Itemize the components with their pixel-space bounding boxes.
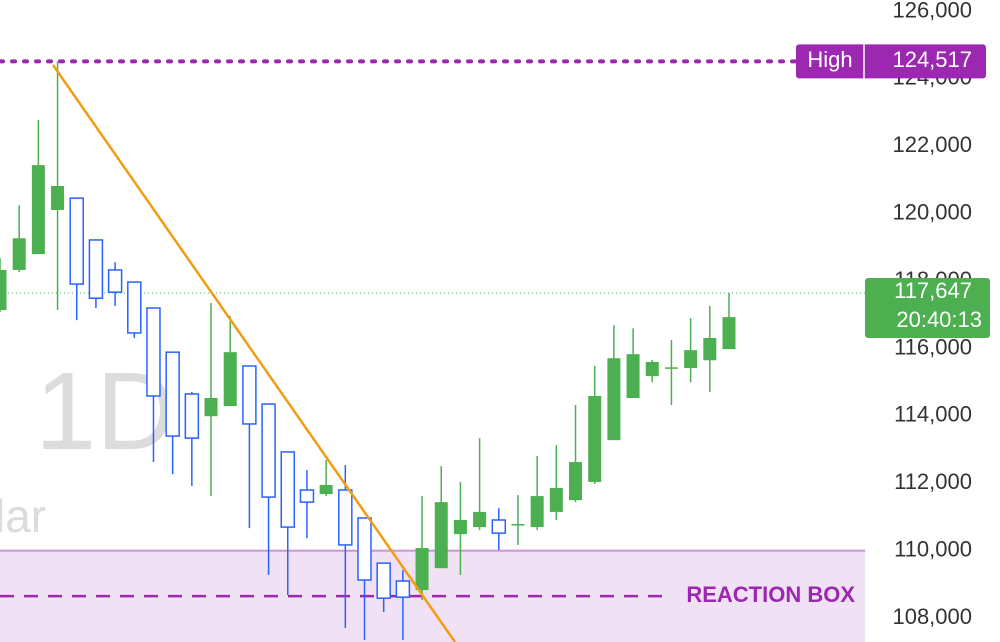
- candle-body: [453, 520, 467, 535]
- candle-body: [107, 269, 123, 293]
- candle-body: [242, 365, 257, 425]
- candle-body: [607, 358, 621, 441]
- candle-body: [588, 395, 602, 482]
- candle-body: [511, 524, 525, 526]
- high-badge: [796, 44, 986, 79]
- last-price-value: 117,647: [894, 278, 972, 303]
- candle-body: [261, 403, 276, 498]
- candle-body: [12, 238, 26, 270]
- candle-body: [184, 393, 200, 439]
- y-tick-label: 114,000: [894, 402, 972, 427]
- y-tick-label: 120,000: [892, 199, 972, 224]
- candle-body: [703, 338, 717, 361]
- y-tick-label: 116,000: [894, 334, 972, 359]
- last-price-time: 20:40:13: [896, 307, 982, 332]
- candle-body: [165, 351, 180, 437]
- high-name: High: [807, 47, 852, 72]
- candle-body: [722, 317, 736, 350]
- candle-body: [415, 547, 429, 591]
- candle-body: [299, 489, 315, 503]
- candle-body: [280, 451, 296, 528]
- candle-body: [626, 354, 640, 399]
- candle-body: [645, 361, 659, 377]
- candle-body: [204, 398, 218, 417]
- candle-body: [69, 197, 84, 285]
- candle-body: [338, 489, 353, 546]
- high-value: 124,517: [892, 47, 972, 72]
- candle-body: [357, 517, 372, 581]
- candle-body: [664, 367, 678, 369]
- candle-body: [31, 165, 45, 255]
- candle-body: [491, 519, 507, 534]
- candle-body: [88, 239, 104, 300]
- candle-body: [146, 307, 161, 397]
- candle-body: [376, 562, 391, 599]
- reaction-box-label: REACTION BOX: [686, 582, 855, 607]
- y-tick-label: 110,000: [894, 536, 972, 561]
- last-price-badge: [865, 277, 990, 338]
- candle-body: [51, 186, 65, 210]
- candle-body: [223, 352, 237, 407]
- candle-body: [127, 281, 142, 334]
- y-tick-label: 126,000: [892, 0, 972, 22]
- candle-body: [434, 502, 448, 569]
- watermark-sub: lar: [0, 490, 46, 542]
- candle-body: [395, 580, 411, 598]
- candle-body: [530, 496, 544, 528]
- trend-line: [51, 64, 457, 642]
- candle-body: [684, 350, 698, 369]
- candle-body: [0, 269, 7, 311]
- y-tick-label: 122,000: [892, 132, 972, 157]
- candle-body: [473, 511, 487, 528]
- y-tick-label: 108,000: [892, 604, 972, 629]
- candle-body: [549, 487, 563, 512]
- candle-body: [319, 484, 333, 495]
- y-tick-label: 112,000: [894, 469, 972, 494]
- candle-body: [569, 462, 583, 501]
